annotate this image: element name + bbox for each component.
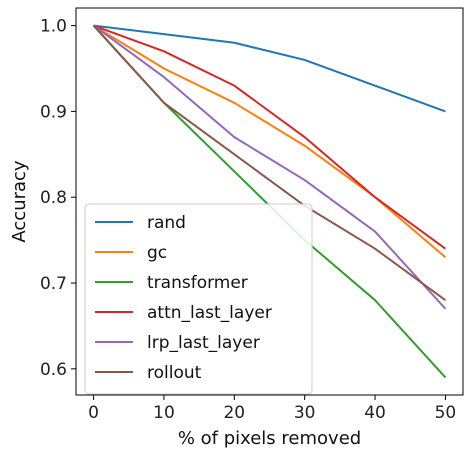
x-tick-label: 40 bbox=[364, 403, 386, 423]
legend-box bbox=[84, 203, 313, 395]
x-tick-label: 50 bbox=[435, 403, 457, 423]
legend-label-attn-last-layer: attn_last_layer bbox=[147, 303, 272, 323]
y-tick-label: 0.6 bbox=[40, 360, 67, 380]
y-tick-label: 1.0 bbox=[40, 17, 67, 37]
legend: rand gc transformer attn_last_layer lrp_last… bbox=[84, 203, 313, 395]
legend-label-lrp-last-layer: lrp_last_layer bbox=[147, 333, 260, 353]
y-tick-label: 0.9 bbox=[40, 102, 67, 122]
y-axis: 0.6 0.7 0.8 0.9 1.0 bbox=[40, 17, 76, 380]
series-line-attn-last-layer bbox=[93, 24, 446, 250]
y-tick-label: 0.8 bbox=[40, 188, 67, 208]
legend-label-gc: gc bbox=[147, 243, 167, 263]
x-axis: 0 10 20 30 40 50 bbox=[88, 395, 456, 423]
x-tick-label: 30 bbox=[294, 403, 316, 423]
series-line-rollout bbox=[92, 24, 446, 301]
legend-label-rand: rand bbox=[147, 213, 186, 233]
x-axis-label: % of pixels removed bbox=[178, 428, 361, 449]
x-tick-label: 20 bbox=[223, 403, 245, 423]
y-axis-label: Accuracy bbox=[9, 160, 30, 243]
y-tick-label: 0.7 bbox=[40, 274, 67, 294]
plot-frame bbox=[75, 7, 464, 396]
series-line-rand bbox=[93, 24, 446, 113]
series-line-gc bbox=[93, 24, 447, 259]
series-line-lrp-last-layer bbox=[93, 24, 447, 310]
legend-label-rollout: rollout bbox=[147, 363, 202, 383]
x-tick-label: 0 bbox=[88, 403, 99, 423]
legend-label-transformer: transformer bbox=[147, 273, 248, 293]
x-tick-label: 10 bbox=[153, 403, 175, 423]
